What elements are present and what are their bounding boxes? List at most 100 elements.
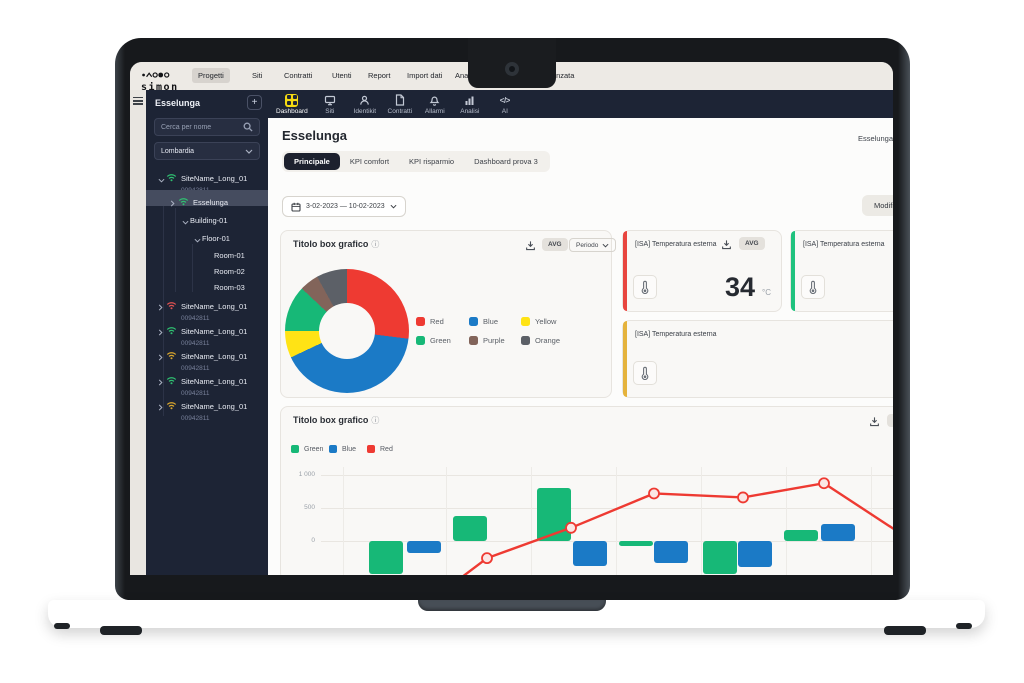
tree-item-label: SiteName_Long_01: [181, 174, 248, 183]
avg-toggle[interactable]: AVG: [542, 238, 568, 251]
toolbar-item-analisi[interactable]: Analisi: [457, 94, 483, 115]
tree-item-room-01[interactable]: Room-01: [146, 245, 268, 263]
thermometer-chip: [633, 275, 657, 299]
laptop-foot: [54, 623, 70, 629]
period-dropdown[interactable]: Periodo: [569, 238, 617, 252]
toolbar-item-dashboard[interactable]: Dashboard: [276, 93, 308, 115]
search-icon: [243, 122, 253, 132]
search-placeholder: Cerca per nome: [161, 123, 212, 131]
site-search-input[interactable]: Cerca per nome: [154, 118, 260, 136]
tree-item-sitename_long_01[interactable]: SiteName_Long_01 00942811: [146, 296, 268, 323]
menu-item-utenti[interactable]: Utenti: [332, 71, 352, 80]
menu-item-import-dati[interactable]: Import dati: [407, 71, 443, 80]
chevron-right-icon[interactable]: [158, 379, 163, 386]
wifi-icon: [166, 351, 177, 359]
gridline-h: [321, 475, 893, 476]
legend-label: Purple: [483, 336, 505, 345]
tree-item-code: 00942811: [181, 315, 210, 322]
tab-kpi-risparmio[interactable]: KPI risparmio: [409, 157, 455, 166]
tab-principale[interactable]: Principale: [284, 153, 340, 170]
download-icon[interactable]: [869, 416, 880, 427]
menu-item-report[interactable]: Report: [368, 71, 391, 80]
toolbar-item-identikit[interactable]: Identikit: [352, 94, 378, 115]
avg-toggle[interactable]: AVG: [739, 237, 765, 250]
tree-item-sitename_long_01[interactable]: SiteName_Long_01 00942811: [146, 346, 268, 373]
tree-item-code: 00942811: [181, 340, 210, 347]
webcam-camera-icon: [505, 62, 519, 76]
date-range-picker[interactable]: 3-02-2023 — 10-02-2023: [282, 196, 406, 217]
tree-item-sitename_long_01[interactable]: SiteName_Long_01 00942811: [146, 396, 268, 423]
download-icon[interactable]: [525, 240, 536, 251]
tree-item-sitename_long_01[interactable]: SiteName_Long_01 00942811: [146, 321, 268, 348]
chevron-down-icon[interactable]: [194, 238, 201, 243]
tree-item-floor-01[interactable]: Floor-01: [146, 228, 268, 248]
info-icon[interactable]: ⓘ: [371, 240, 380, 249]
date-range-value: 3-02-2023 — 10-02-2023: [306, 203, 385, 210]
chevron-right-icon[interactable]: [158, 404, 163, 411]
menu-item-analisi[interactable]: Analisi: [455, 71, 478, 80]
info-icon[interactable]: ⓘ: [371, 416, 380, 425]
toolbar-item-siti[interactable]: Siti: [317, 94, 343, 115]
kpi-unit: °C: [762, 288, 771, 297]
legend-swatch: [416, 317, 425, 326]
laptop-foot: [956, 623, 972, 629]
kpi-card: [ISA] Temperatura esterna: [790, 230, 893, 312]
thermometer-icon: [641, 366, 649, 380]
chevron-down-icon[interactable]: [182, 220, 189, 225]
kpi-title: [ISA] Temperatura esterna: [803, 241, 885, 248]
line-marker: [481, 552, 493, 565]
add-site-button[interactable]: +: [247, 95, 262, 110]
tree-item-esselunga[interactable]: Esselunga: [146, 192, 268, 212]
chevron-right-icon[interactable]: [158, 329, 163, 336]
region-select[interactable]: Lombardia: [154, 142, 260, 160]
wifi-icon: [166, 326, 177, 334]
legend-swatch: [469, 336, 478, 345]
chevron-down-icon[interactable]: [158, 178, 165, 183]
bar-blue: [654, 541, 688, 563]
menu-item-progetti[interactable]: Progetti: [192, 68, 230, 83]
modify-button[interactable]: Modifica: [862, 195, 893, 216]
wifi-icon: [166, 173, 177, 181]
menu-item-siti[interactable]: Siti: [252, 71, 263, 80]
hamburger-menu-icon[interactable]: [133, 97, 143, 105]
tree-item-sitename_long_01[interactable]: SiteName_Long_01 00942811: [146, 371, 268, 398]
toolbar-item-label: AI: [501, 107, 508, 115]
chevron-right-icon[interactable]: [158, 304, 163, 311]
chevron-right-icon[interactable]: [158, 354, 163, 361]
toolbar-item-allarmi[interactable]: Allarmi: [422, 94, 448, 115]
menu-item-contratti[interactable]: Contratti: [284, 71, 313, 80]
tree-item-code: 00942811: [181, 415, 210, 422]
toolbar-item-contratti[interactable]: Contratti: [387, 94, 413, 115]
legend-item-orange: Orange: [521, 336, 560, 345]
avg-toggle[interactable]: AVG: [887, 414, 893, 427]
tree-guide-line: [175, 208, 176, 292]
gridline-v: [343, 467, 344, 575]
gridline-h: [321, 541, 893, 542]
kpi-accent-bar: [623, 321, 627, 397]
toolbar-item-ai[interactable]: </> AI: [492, 94, 518, 115]
legend-item-yellow: Yellow: [521, 317, 556, 326]
chevron-right-icon[interactable]: [170, 200, 175, 207]
legend-swatch: [291, 445, 299, 453]
tree-guide-line: [192, 244, 193, 292]
legend-label: Red: [430, 317, 444, 326]
bar-blue: [407, 541, 441, 553]
menu-item-avanzata[interactable]: avanzata: [544, 71, 575, 80]
tree-item-building-01[interactable]: Building-01: [146, 210, 268, 230]
bar-blue: [738, 541, 772, 568]
tab-dashboard-prova-3[interactable]: Dashboard prova 3: [474, 157, 538, 166]
download-icon[interactable]: [721, 239, 732, 250]
legend-swatch: [416, 336, 425, 345]
tree-item-room-02[interactable]: Room-02: [146, 261, 268, 279]
tab-kpi-comfort[interactable]: KPI comfort: [349, 157, 390, 166]
chart-card-title: Titolo box grafico ⓘ: [293, 415, 380, 425]
dashboard-tabs: Principale KPI comfort KPI risparmio Dashbo…: [282, 151, 550, 172]
bar-chart-icon: [465, 96, 474, 105]
tree-selected-highlight: [146, 190, 268, 206]
code-icon: </>: [499, 95, 511, 105]
legend-swatch: [521, 317, 530, 326]
tree-item-room-03[interactable]: Room-03: [146, 277, 268, 295]
line-marker: [818, 477, 830, 490]
bar-blue: [821, 523, 855, 541]
